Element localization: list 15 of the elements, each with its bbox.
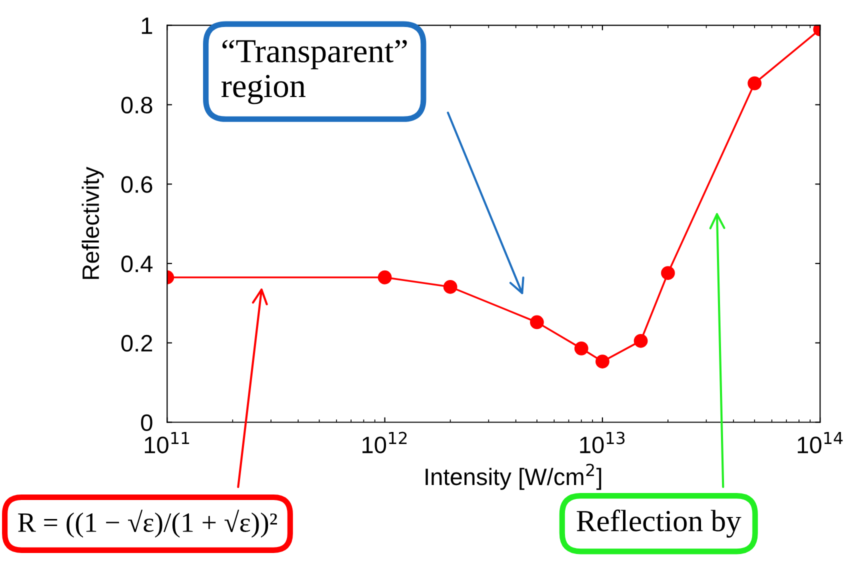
text: R = ((1 − √ε)/(1 + √ε))² bbox=[18, 510, 278, 538]
y-tick-label: 0.4 bbox=[121, 256, 153, 272]
x-tick-label: 10$^{12}$ bbox=[362, 432, 407, 454]
y-tick-label: 0.6 bbox=[121, 176, 152, 193]
annotation: “Transparent” region bbox=[221, 40, 407, 104]
y-tick-label: 0.8 bbox=[121, 96, 152, 114]
x-tick-label: 10$^{13}$ bbox=[580, 432, 625, 454]
y-axis-title: Reflectivity bbox=[82, 166, 104, 279]
x-tick-label: 10$^{14}$ bbox=[798, 432, 843, 454]
x-tick-label: 10$^{11}$ bbox=[144, 432, 190, 454]
text: Reflection by bbox=[576, 510, 742, 538]
y-tick-label: 0 bbox=[141, 414, 152, 432]
x-axis-title: Intensity [W/cm$^{2}$] bbox=[426, 464, 602, 490]
y-tick-label: 0.2 bbox=[121, 334, 152, 352]
y-tick-label: 1 bbox=[142, 18, 152, 34]
